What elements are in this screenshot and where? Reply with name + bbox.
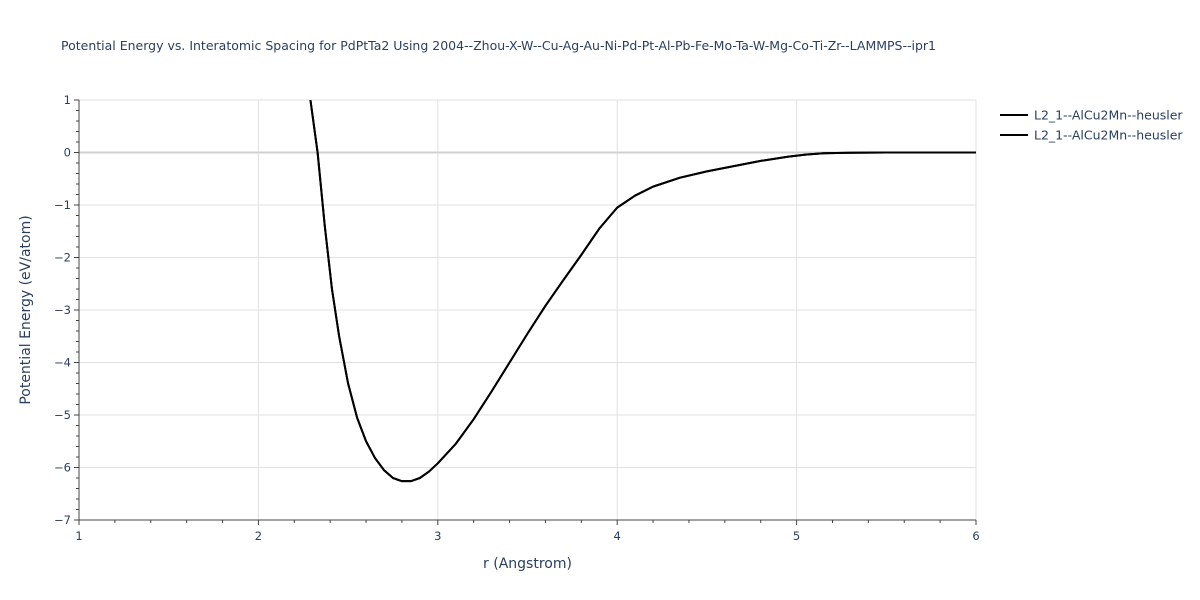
- y-tick-label: 0: [64, 146, 71, 160]
- chart-title: Potential Energy vs. Interatomic Spacing…: [61, 38, 936, 53]
- x-tick-label: 2: [255, 529, 262, 543]
- x-tick-label: 1: [75, 529, 82, 543]
- x-tick-label: 3: [434, 529, 441, 543]
- y-tick-label: −2: [54, 251, 71, 265]
- y-tick-labels: 1 0 −1 −2 −3 −4 −5 −6 −7: [54, 93, 71, 527]
- x-tick-label: 6: [972, 529, 979, 543]
- y-tick-label: −6: [54, 461, 71, 475]
- y-tick-label: −1: [54, 198, 71, 212]
- y-tick-label: −3: [54, 303, 71, 317]
- x-tick-labels: 1 2 3 4 5 6: [75, 529, 979, 543]
- y-tick-label: −5: [54, 408, 71, 422]
- y-axis-title: Potential Energy (eV/atom): [18, 215, 34, 404]
- x-axis-title: r (Angstrom): [483, 556, 572, 572]
- y-tick-label: −4: [54, 356, 71, 370]
- series-line-2: [309, 100, 976, 483]
- y-tick-label: −7: [54, 513, 71, 527]
- legend[interactable]: L2_1--AlCu2Mn--heusler L2_1--AlCu2Mn--heu…: [1000, 108, 1183, 143]
- series-layer: [309, 100, 976, 483]
- legend-item-2[interactable]: L2_1--AlCu2Mn--heusler: [1000, 128, 1183, 143]
- legend-label: L2_1--AlCu2Mn--heusler: [1034, 128, 1183, 143]
- legend-item-1[interactable]: L2_1--AlCu2Mn--heusler: [1000, 108, 1183, 123]
- x-tick-label: 4: [614, 529, 621, 543]
- axes: [74, 99, 977, 525]
- grid: [79, 99, 977, 520]
- y-tick-label: 1: [64, 93, 71, 107]
- legend-label: L2_1--AlCu2Mn--heusler: [1034, 108, 1183, 123]
- x-tick-label: 5: [793, 529, 800, 543]
